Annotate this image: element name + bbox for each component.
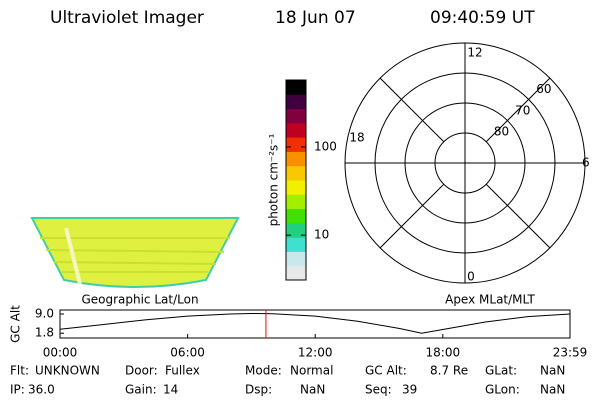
colorbar-tick-label: 10 — [314, 228, 329, 242]
info-label: Door: — [125, 364, 158, 378]
x-tick-label: 00:00 — [43, 346, 78, 360]
info-value: UNKNOWN — [35, 364, 100, 378]
colorbar-segment — [286, 80, 306, 95]
info-label: Flt: — [10, 364, 29, 378]
info-value: NaN — [300, 383, 325, 397]
info-value: Fullex — [165, 364, 200, 378]
title: Ultraviolet Imager — [50, 8, 204, 28]
x-tick-label: 12:00 — [298, 346, 333, 360]
polar-mlt-label: 6 — [582, 156, 590, 170]
info-label: Seq: — [365, 383, 392, 397]
image-label: Geographic Lat/Lon — [81, 293, 198, 307]
date: 18 Jun 07 — [275, 8, 356, 28]
info-label: GC Alt: — [365, 364, 407, 378]
colorbar-segment — [286, 208, 306, 224]
polar-ring-label: 60 — [536, 82, 551, 96]
info-value: NaN — [540, 383, 565, 397]
colorbar-segment — [286, 180, 306, 195]
info-value: Normal — [290, 364, 333, 378]
polar-ring-label: 70 — [515, 103, 530, 117]
uv-image — [30, 217, 240, 288]
info-value: 39 — [402, 383, 417, 397]
alt-curve — [59, 312, 571, 334]
y-tick-label: 1.8 — [35, 326, 54, 340]
info-label: Dsp: — [245, 383, 272, 397]
image-bright — [64, 227, 82, 285]
colorbar-segment — [286, 165, 306, 181]
x-tick-label: 18:00 — [426, 346, 461, 360]
x-tick-label: 06:00 — [170, 346, 205, 360]
info-value: 8.7 Re — [430, 364, 468, 378]
colorbar-segment — [286, 237, 306, 252]
colorbar-segment — [286, 265, 306, 281]
polar-spoke — [485, 77, 551, 143]
colorbar-segment — [286, 108, 306, 124]
polar-spoke — [485, 183, 551, 249]
info-label: Gain: — [125, 383, 157, 397]
polar-title: Apex MLat/MLT — [445, 293, 535, 307]
colorbar-segment — [286, 222, 306, 238]
info-label: GLon: — [485, 383, 520, 397]
colorbar-segment — [286, 137, 306, 152]
info-value: NaN — [540, 364, 565, 378]
polar-mlt-label: 12 — [467, 46, 482, 60]
colorbar-segment — [286, 151, 306, 167]
colorbar-segment — [286, 94, 306, 110]
polar-mlt-label: 0 — [467, 270, 475, 284]
colorbar-segment — [286, 251, 306, 267]
y-label: GC Alt — [9, 305, 23, 343]
info-value: 14 — [163, 383, 178, 397]
y-tick-label: 9.0 — [35, 307, 54, 321]
info-value: 36.0 — [28, 383, 55, 397]
colorbar-frame — [285, 79, 307, 281]
colorbar-tick-label: 100 — [314, 139, 337, 153]
image-footprint — [30, 217, 240, 288]
time: 09:40:59 UT — [430, 8, 535, 28]
polar-spoke — [379, 183, 445, 249]
alt-frame — [59, 309, 571, 339]
x-tick-label: 23:59 — [553, 346, 588, 360]
colorbar-segment — [286, 122, 306, 138]
colorbar-segment — [286, 194, 306, 210]
info-label: GLat: — [485, 364, 517, 378]
info-label: Mode: — [245, 364, 282, 378]
info-label: IP: — [10, 383, 25, 397]
image-streaks — [40, 237, 230, 273]
polar-mlt-label: 18 — [349, 131, 364, 145]
colorbar-label: photon cm⁻²s⁻¹ — [267, 133, 281, 226]
polar-spoke — [379, 77, 445, 143]
polar-ring-label: 80 — [494, 125, 509, 139]
